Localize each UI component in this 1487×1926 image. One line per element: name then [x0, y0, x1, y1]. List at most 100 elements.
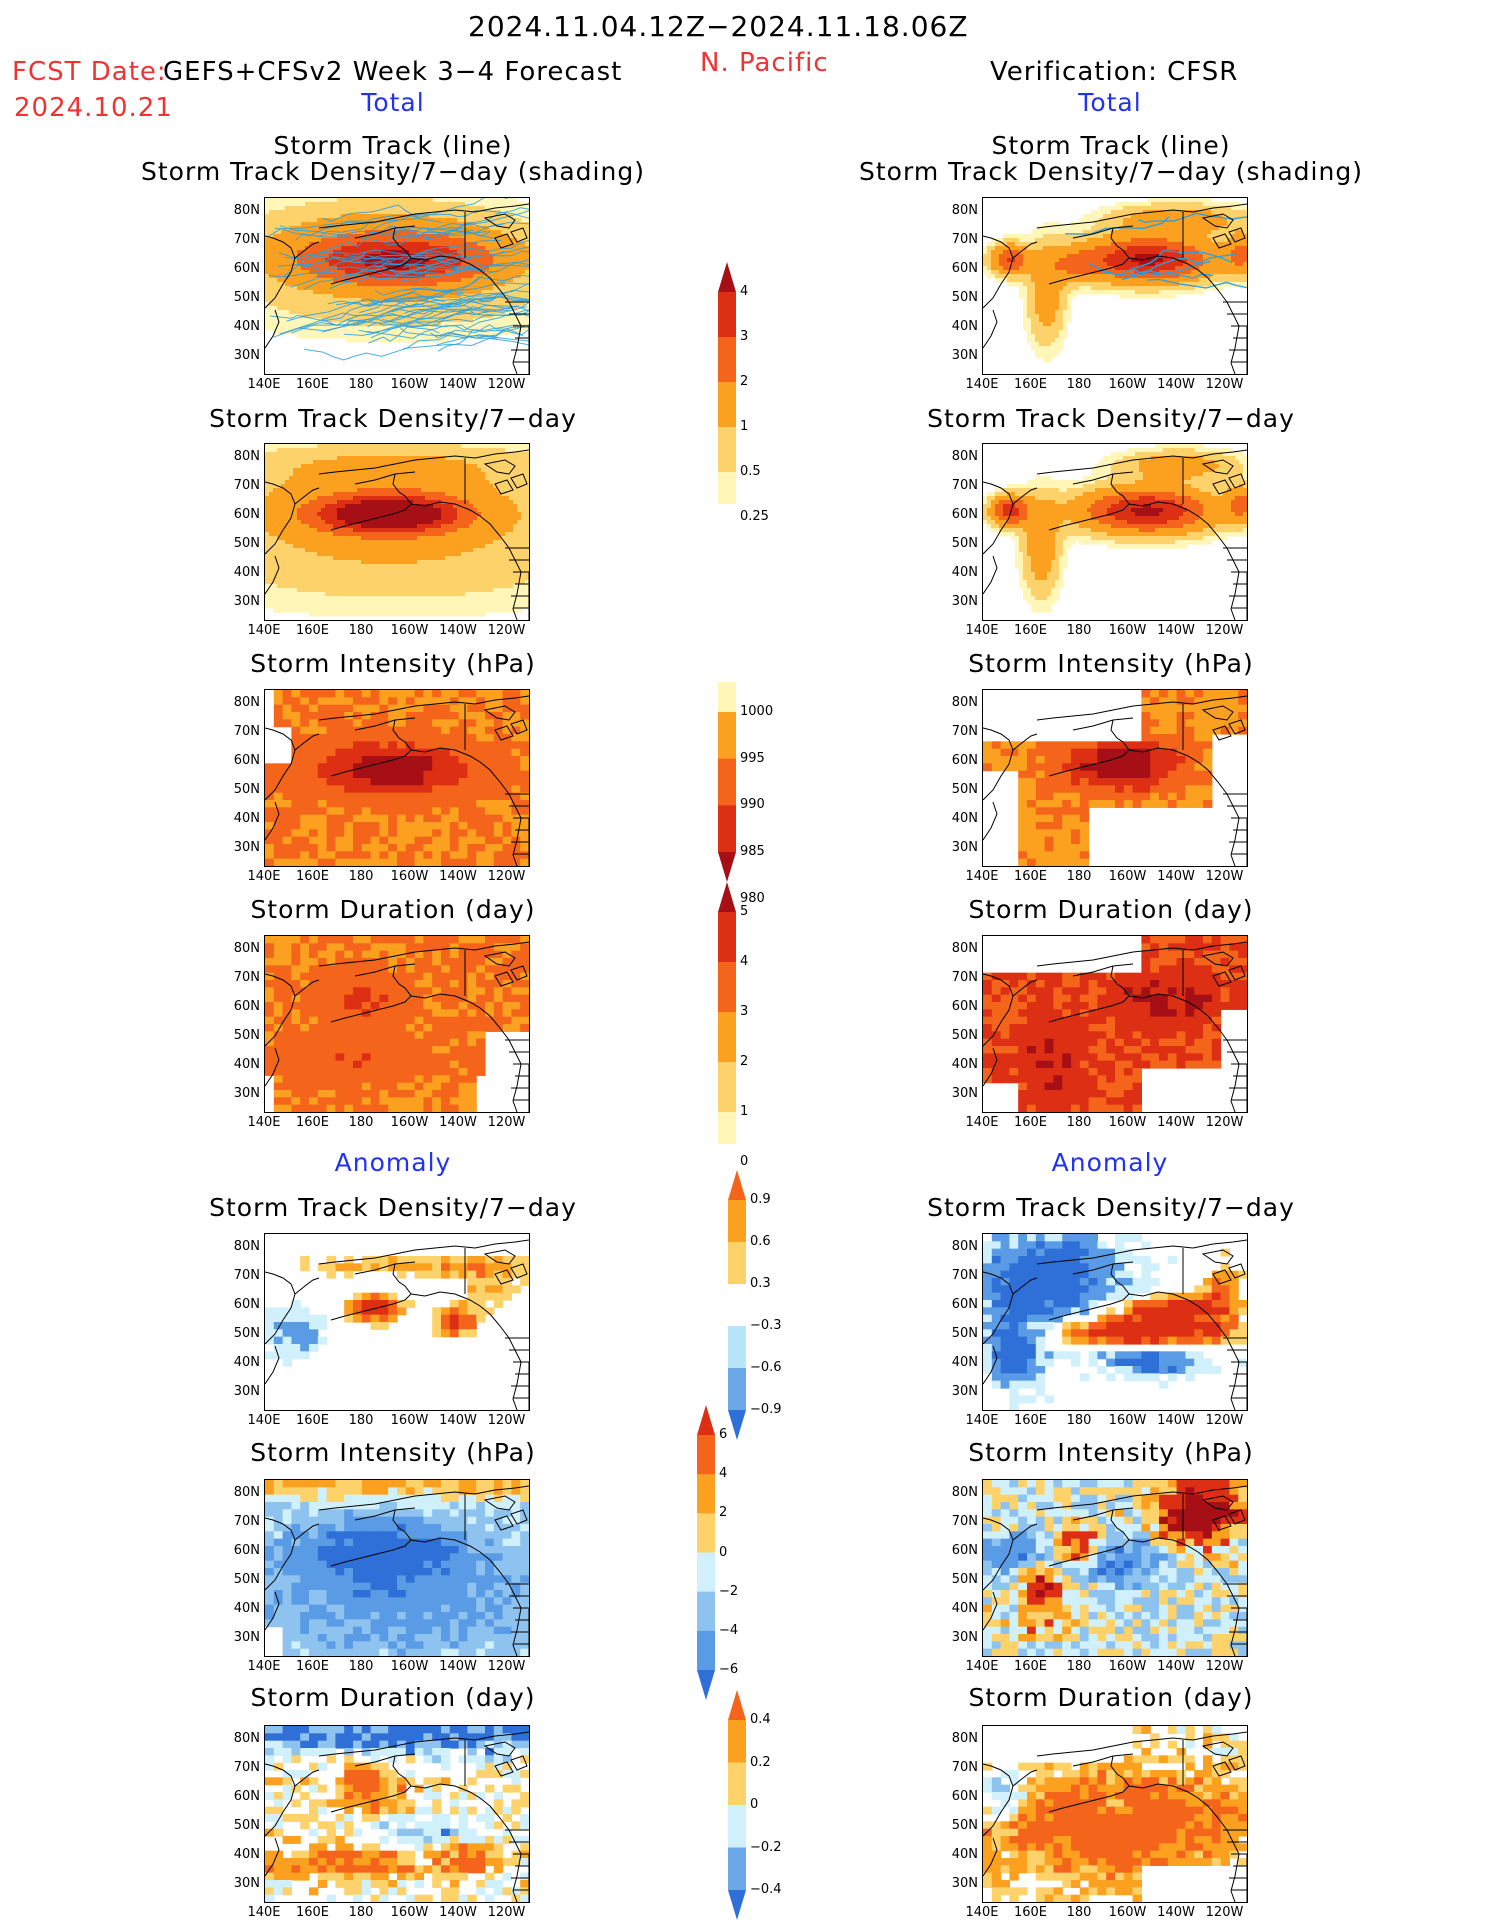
- field-cell: [377, 198, 382, 203]
- field-cell: [273, 206, 278, 211]
- field-cell: [425, 500, 430, 505]
- field-cell: [377, 286, 382, 291]
- field-cell: [513, 488, 518, 493]
- field-cell: [1171, 198, 1176, 203]
- field-cell: [1087, 286, 1092, 291]
- field-cell: [325, 492, 330, 497]
- field-cell: [437, 484, 442, 489]
- field-cell: [1035, 274, 1040, 279]
- field-cell: [995, 266, 1000, 271]
- map-density-forecast: [264, 443, 530, 621]
- field-cell: [1027, 338, 1032, 343]
- field-cell: [1035, 302, 1040, 307]
- field-cell: [441, 278, 446, 283]
- field-cell: [345, 290, 350, 295]
- field-cell: [349, 460, 354, 465]
- field-cell: [1127, 286, 1132, 291]
- field-cell: [329, 234, 334, 239]
- field-cell: [1079, 282, 1084, 287]
- field-cell: [525, 500, 529, 505]
- field-cell: [333, 492, 338, 497]
- field-cell: [445, 484, 450, 489]
- field-cell: [1095, 254, 1100, 259]
- field-cell: [401, 452, 406, 457]
- field-cell: [273, 302, 278, 307]
- field-cell: [1055, 258, 1060, 263]
- field-cell: [1039, 306, 1044, 311]
- field-cell: [1051, 274, 1056, 279]
- field-cell: [469, 250, 474, 255]
- field-cell: [999, 254, 1004, 259]
- field-cell: [1027, 318, 1032, 323]
- field-cell: [445, 242, 450, 247]
- field-cell: [269, 266, 274, 271]
- field-cell: [281, 472, 286, 477]
- field-cell: [377, 202, 382, 207]
- field-cell: [1043, 250, 1048, 255]
- field-cell: [1059, 342, 1064, 347]
- field-cell: [1095, 274, 1100, 279]
- field-cell: [445, 294, 450, 299]
- field-cell: [417, 202, 422, 207]
- field-cell: [333, 198, 338, 203]
- field-cell: [421, 492, 426, 497]
- field-cell: [1107, 262, 1112, 267]
- field-cell: [345, 246, 350, 251]
- field-cell: [357, 464, 362, 469]
- field-cell: [317, 500, 322, 505]
- field-cell: [425, 476, 430, 481]
- field-cell: [369, 294, 374, 299]
- field-cell: [1039, 246, 1044, 251]
- field-cell: [1047, 314, 1052, 319]
- field-cell: [505, 484, 510, 489]
- field-cell: [337, 294, 342, 299]
- field-cell: [1031, 254, 1036, 259]
- field-cell: [1067, 318, 1072, 323]
- field-cell: [1047, 278, 1052, 283]
- field-cell: [289, 472, 294, 477]
- field-cell: [1171, 230, 1176, 235]
- field-cell: [521, 452, 526, 457]
- field-cell: [1231, 278, 1236, 283]
- field-cell: [373, 488, 378, 493]
- field-cell: [293, 270, 298, 275]
- field-cell: [373, 198, 378, 203]
- field-cell: [1215, 270, 1220, 275]
- field-cell: [337, 492, 342, 497]
- field-cell: [1047, 318, 1052, 323]
- section-total-left: Total: [243, 88, 543, 117]
- field-cell: [329, 294, 334, 299]
- field-cell: [1083, 214, 1088, 219]
- field-cell: [1067, 250, 1072, 255]
- field-cell: [285, 504, 290, 509]
- field-cell: [441, 492, 446, 497]
- field-cell: [1199, 226, 1204, 231]
- field-cell: [361, 456, 366, 461]
- field-cell: [429, 476, 434, 481]
- field-cell: [373, 468, 378, 473]
- field-cell: [393, 246, 398, 251]
- field-cell: [445, 448, 450, 453]
- field-cell: [489, 500, 494, 505]
- field-cell: [469, 214, 474, 219]
- field-cell: [441, 238, 446, 243]
- field-cell: [1047, 294, 1052, 299]
- field-cell: [413, 472, 418, 477]
- field-cell: [1211, 250, 1216, 255]
- field-cell: [329, 484, 334, 489]
- field-cell: [1151, 250, 1156, 255]
- field-cell: [457, 460, 462, 465]
- field-cell: [1051, 242, 1056, 247]
- field-cell: [517, 480, 522, 485]
- field-cell: [349, 496, 354, 501]
- field-cell: [289, 234, 294, 239]
- field-cell: [1063, 238, 1068, 243]
- field-cell: [305, 210, 310, 215]
- field-cell: [1031, 238, 1036, 243]
- field-cell: [1023, 306, 1028, 311]
- field-cell: [521, 290, 526, 295]
- field-cell: [983, 270, 988, 275]
- field-cell: [1103, 246, 1108, 251]
- title-track-shading-right: Storm Track Density/7−day (shading): [831, 157, 1391, 186]
- field-cell: [337, 452, 342, 457]
